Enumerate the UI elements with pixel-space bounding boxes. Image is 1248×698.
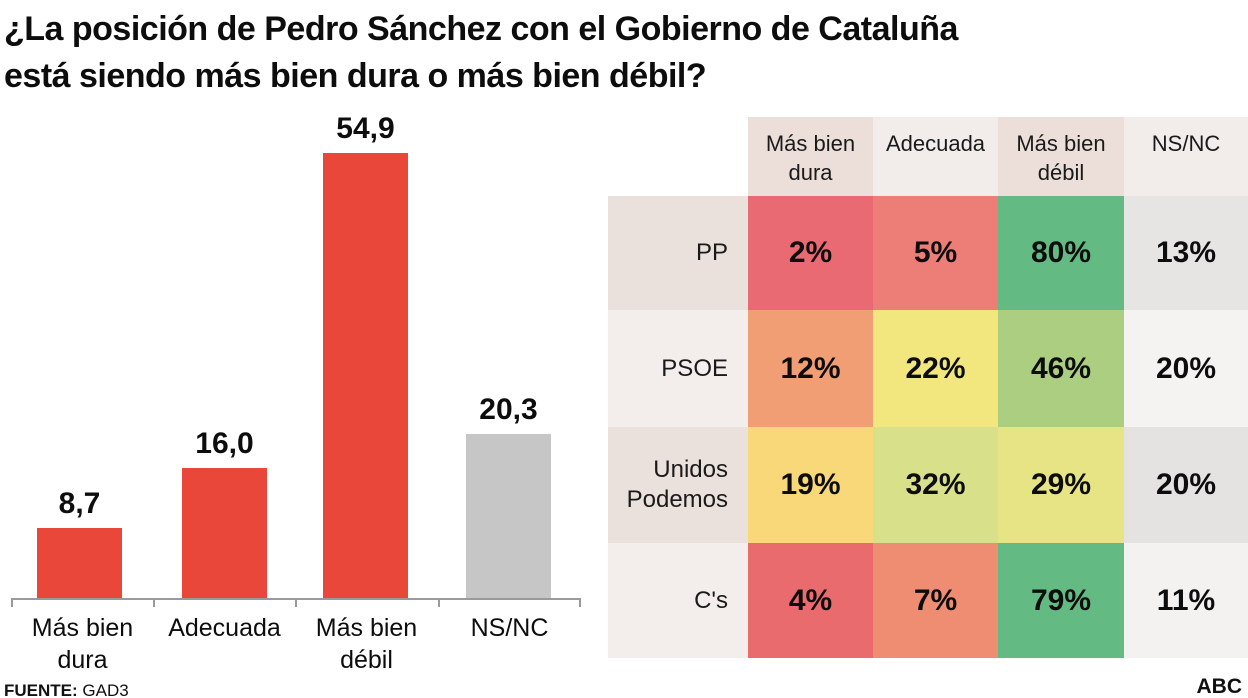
table-corner-cell	[608, 117, 748, 196]
x-axis-label-adecuada: Adecuada	[168, 614, 281, 642]
cell-pp-ns-nc: 13%	[1124, 196, 1248, 310]
column-header-ns-nc: NS/NC	[1124, 117, 1248, 196]
bar-chart: 8,7 16,0 54,9 20,3 Más bien dura Adecuad…	[11, 112, 581, 678]
cell-pp-mas-bien-debil: 80%	[998, 196, 1124, 310]
x-axis-label-mas-bien-debil: Más bien débil	[315, 614, 418, 674]
x-axis-tick	[295, 598, 297, 607]
bar-adecuada: 16,0	[182, 427, 267, 598]
cell-cs-ns-nc: 11%	[1124, 543, 1248, 658]
cell-up-mas-bien-debil: 29%	[998, 427, 1124, 543]
x-axis-label-mas-bien-dura: Más bien dura	[31, 614, 134, 674]
bar-value-label: 16,0	[195, 427, 254, 460]
bar-fill	[323, 153, 408, 598]
x-axis-tick	[11, 598, 13, 607]
source-label: FUENTE:	[4, 681, 78, 698]
cell-psoe-mas-bien-debil: 46%	[998, 310, 1124, 427]
page-title-line-1: ¿La posición de Pedro Sánchez con el Gob…	[4, 10, 958, 48]
x-axis-label-ns-nc: NS/NC	[470, 614, 549, 642]
bar-chart-plot: 8,7 16,0 54,9 20,3	[11, 112, 581, 598]
brand-logo: ABC	[1196, 675, 1243, 698]
cell-cs-mas-bien-dura: 4%	[748, 543, 873, 658]
x-axis-tick	[438, 598, 440, 607]
bar-mas-bien-dura: 8,7	[37, 487, 122, 598]
cell-cs-mas-bien-debil: 79%	[998, 543, 1124, 658]
column-header-mas-bien-dura: Más bien dura	[748, 117, 873, 196]
x-axis-tick	[153, 598, 155, 607]
cell-cs-adecuada: 7%	[873, 543, 998, 658]
cell-up-adecuada: 32%	[873, 427, 998, 543]
bar-fill	[182, 468, 267, 598]
page-title-line-2: está siendo más bien dura o más bien déb…	[4, 57, 707, 95]
column-header-adecuada: Adecuada	[873, 117, 998, 196]
row-label-cs: C's	[608, 543, 748, 658]
cell-pp-mas-bien-dura: 2%	[748, 196, 873, 310]
row-label-unidos-podemos: Unidos Podemos	[608, 427, 748, 543]
bar-mas-bien-debil: 54,9	[323, 112, 408, 598]
row-label-pp: PP	[608, 196, 748, 310]
cell-up-mas-bien-dura: 19%	[748, 427, 873, 543]
x-axis-tick	[579, 598, 581, 607]
source-value: GAD3	[82, 681, 129, 698]
cell-up-ns-nc: 20%	[1124, 427, 1248, 543]
source-credit: FUENTE: GAD3	[4, 681, 129, 698]
bar-value-label: 20,3	[479, 393, 538, 426]
page-title: ¿La posición de Pedro Sánchez con el Gob…	[4, 6, 1154, 100]
bar-fill	[466, 434, 551, 598]
cell-pp-adecuada: 5%	[873, 196, 998, 310]
cell-psoe-adecuada: 22%	[873, 310, 998, 427]
cell-psoe-ns-nc: 20%	[1124, 310, 1248, 427]
bar-value-label: 54,9	[336, 112, 395, 145]
cell-psoe-mas-bien-dura: 12%	[748, 310, 873, 427]
party-heatmap-table: Más bien dura Adecuada Más bien débil NS…	[608, 117, 1248, 658]
bar-value-label: 8,7	[58, 487, 101, 520]
row-label-psoe: PSOE	[608, 310, 748, 427]
bar-ns-nc: 20,3	[466, 393, 551, 598]
bar-fill	[37, 528, 122, 598]
column-header-mas-bien-debil: Más bien débil	[998, 117, 1124, 196]
